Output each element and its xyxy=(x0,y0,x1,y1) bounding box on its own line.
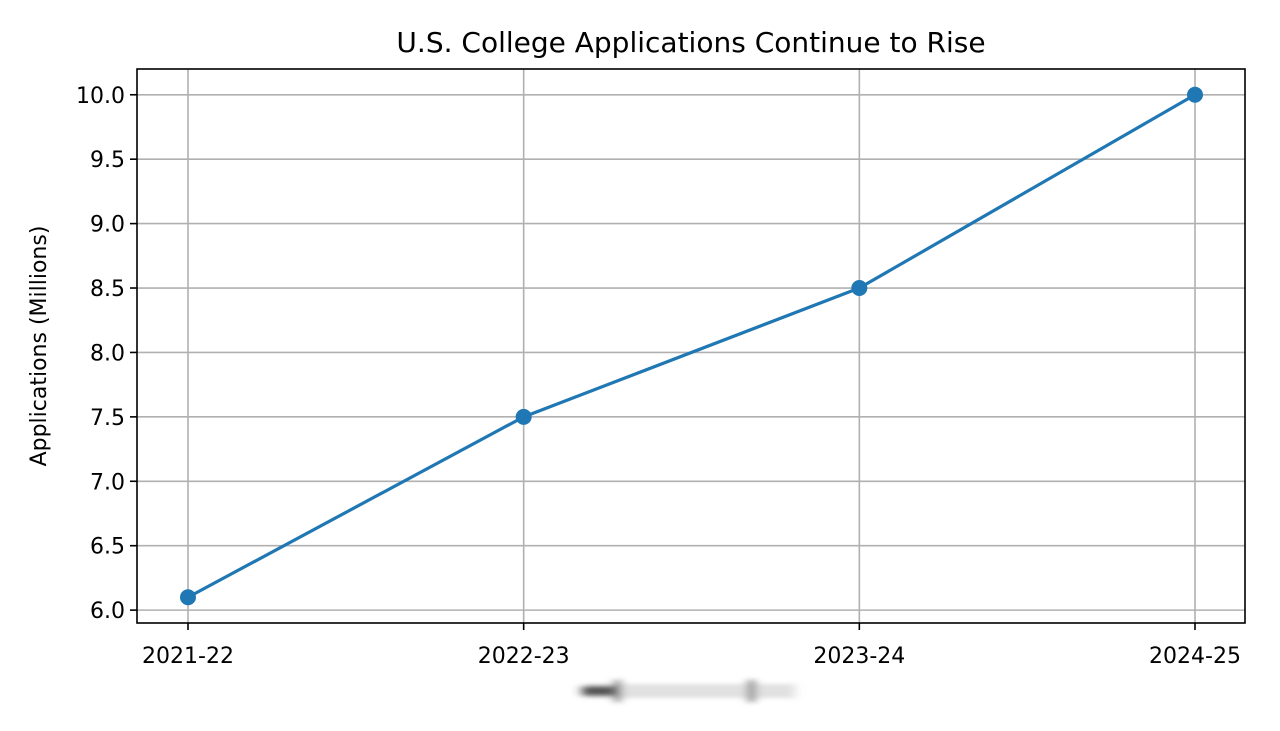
y-tick-label: 9.0 xyxy=(90,213,125,238)
y-tick-label: 10.0 xyxy=(76,84,125,109)
y-tick-label: 7.5 xyxy=(90,406,125,431)
chart-title: U.S. College Applications Continue to Ri… xyxy=(396,26,985,59)
y-tick-label: 8.0 xyxy=(90,341,125,366)
series xyxy=(180,86,1203,606)
data-point xyxy=(851,280,868,297)
plot-frame xyxy=(136,68,1246,624)
data-point xyxy=(515,408,532,425)
y-tick-label: 6.0 xyxy=(90,599,125,624)
x-tick-label: 2024-25 xyxy=(1149,644,1241,669)
x-tick-label: 2021-22 xyxy=(142,644,234,669)
x-tick-label: 2023-24 xyxy=(813,644,905,669)
y-tick-label: 9.5 xyxy=(90,148,125,173)
y-tick-label: 7.0 xyxy=(90,470,125,495)
y-tick-label: 8.5 xyxy=(90,277,125,302)
x-tick-label: 2022-23 xyxy=(478,644,570,669)
series-line xyxy=(187,93,1196,599)
x-axis-ticks: 2021-22 2022-23 2023-24 2024-25 xyxy=(142,623,1241,669)
y-axis-label: Applications (Millions) xyxy=(27,226,52,467)
y-tick-label: 6.5 xyxy=(90,535,125,560)
data-point xyxy=(180,589,196,606)
y-axis-ticks: 6.0 6.5 7.0 7.5 8.0 8.5 9.0 9.5 10.0 xyxy=(76,84,137,624)
blurred-artifact xyxy=(582,680,795,702)
data-point xyxy=(1187,86,1203,103)
